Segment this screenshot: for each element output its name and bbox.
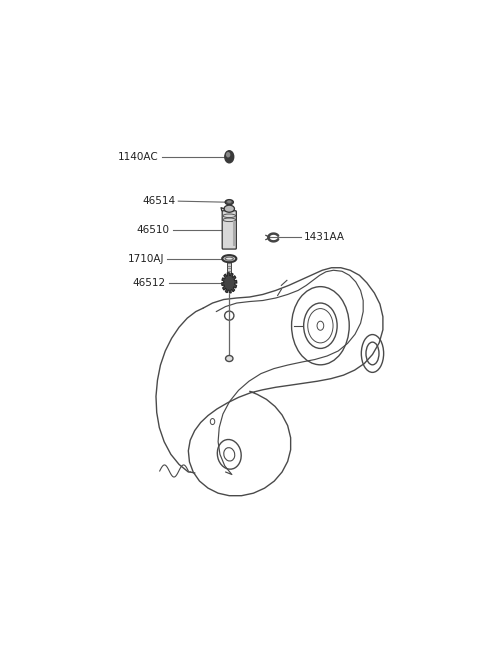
Text: 1431AA: 1431AA [304, 233, 345, 242]
FancyBboxPatch shape [222, 211, 236, 249]
Text: 46514: 46514 [142, 196, 175, 206]
Ellipse shape [225, 200, 233, 204]
Text: 46510: 46510 [137, 225, 170, 235]
Bar [228, 259, 231, 283]
Text: 46512: 46512 [133, 278, 166, 288]
Circle shape [227, 153, 229, 157]
Ellipse shape [224, 205, 234, 212]
Text: 1710AJ: 1710AJ [128, 253, 164, 264]
Circle shape [225, 151, 234, 163]
Ellipse shape [225, 257, 233, 260]
Polygon shape [222, 272, 237, 293]
Ellipse shape [227, 200, 231, 203]
Ellipse shape [226, 356, 233, 362]
Text: 1140AC: 1140AC [118, 152, 158, 162]
Ellipse shape [222, 255, 236, 262]
